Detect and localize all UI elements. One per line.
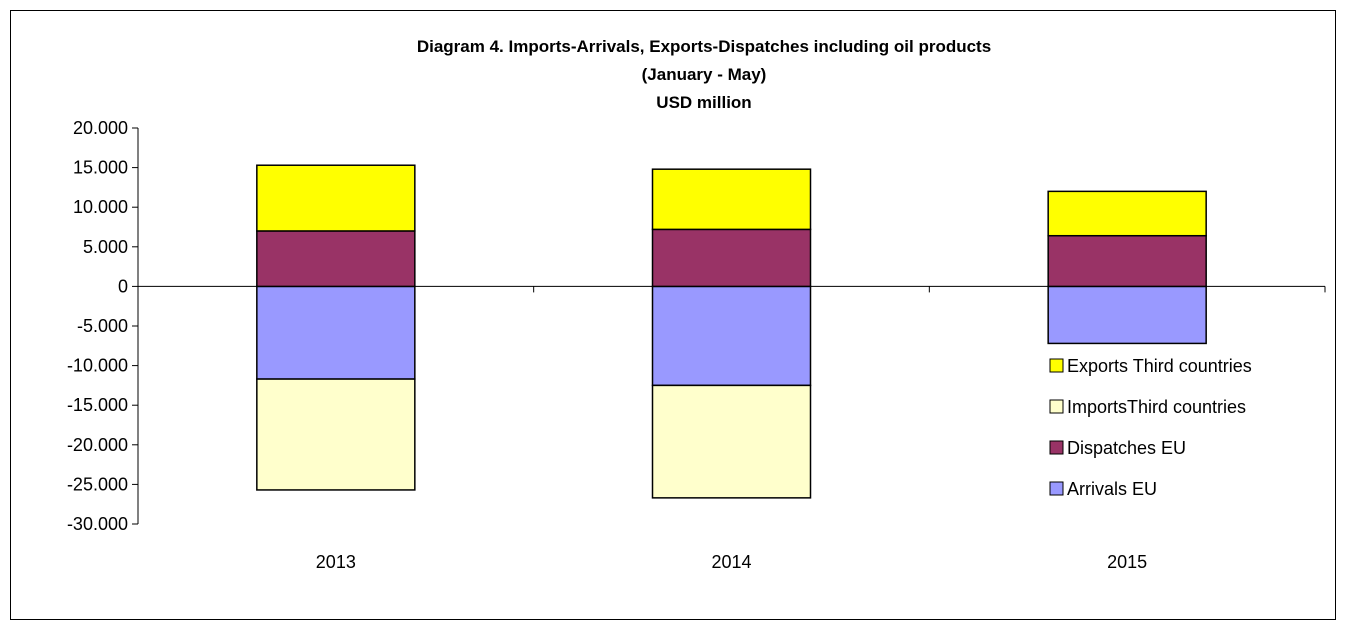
y-tick-label: -30.000	[67, 514, 128, 534]
bar-segment	[651, 384, 812, 499]
bar-segment	[256, 285, 416, 380]
legend-label: Dispatches EU	[1067, 438, 1186, 458]
title-line-1: Diagram 4. Imports-Arrivals, Exports-Dis…	[417, 37, 991, 56]
y-tick-label: 20.000	[73, 118, 128, 138]
bar-segment	[1047, 285, 1207, 345]
bar-segment	[1047, 234, 1207, 288]
y-tick-label: 15.000	[73, 158, 128, 178]
bar-segment	[1047, 190, 1207, 237]
x-category-label: 2013	[316, 552, 356, 572]
y-tick-label: -15.000	[67, 395, 128, 415]
y-tick-label: 10.000	[73, 197, 128, 217]
chart-frame	[10, 10, 1336, 620]
bar-segment	[651, 228, 812, 288]
y-tick-label: 5.000	[83, 237, 128, 257]
legend-background	[1040, 346, 1310, 516]
title-line-3: USD million	[656, 93, 751, 112]
legend-label: Exports Third countries	[1067, 356, 1252, 376]
y-tick-label: -5.000	[77, 316, 128, 336]
bar-segment	[256, 164, 416, 232]
legend-swatch	[1049, 358, 1064, 373]
y-tick-label: -25.000	[67, 474, 128, 494]
legend-swatch	[1049, 399, 1064, 414]
chart-title: Diagram 4. Imports-Arrivals, Exports-Dis…	[417, 37, 991, 112]
ticks: 20.000 15.000 10.000 5.000 0 -5.000 -10.000 -15…	[67, 118, 1147, 572]
bar-segment	[256, 230, 416, 288]
y-tick-label: -20.000	[67, 435, 128, 455]
title-line-2: (January - May)	[642, 65, 767, 84]
legend-label: ImportsThird countries	[1067, 397, 1246, 417]
legend: Exports Third countries ImportsThird coun…	[1040, 346, 1310, 516]
legend-label: Arrivals EU	[1067, 479, 1157, 499]
bar-segment	[651, 168, 812, 231]
bar-segment	[256, 378, 416, 491]
x-category-label: 2015	[1107, 552, 1147, 572]
bars	[256, 164, 1207, 499]
x-category-label: 2014	[711, 552, 751, 572]
y-tick-label: 0	[118, 276, 128, 296]
legend-swatch	[1049, 481, 1064, 496]
y-tick-label: -10.000	[67, 356, 128, 376]
legend-swatch	[1049, 440, 1064, 455]
bar-segment	[651, 285, 812, 387]
